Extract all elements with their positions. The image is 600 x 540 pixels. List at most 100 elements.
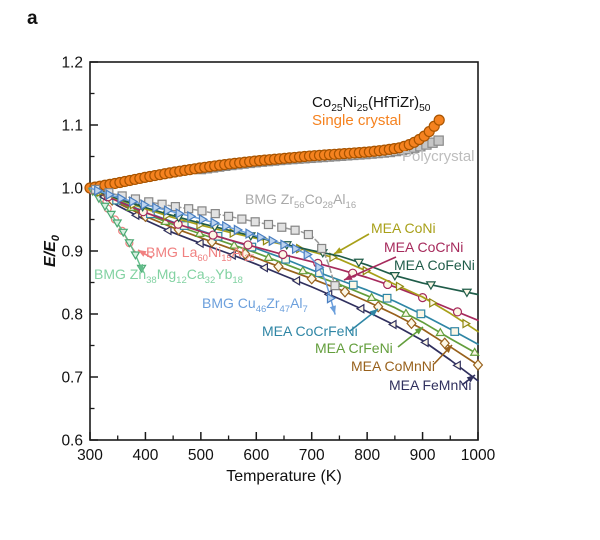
series-marker-mea-comnni xyxy=(439,337,450,350)
series-marker-bmg-zn xyxy=(112,219,123,228)
series-marker-mea-femnni xyxy=(291,275,301,286)
series-marker-bmg-zn xyxy=(106,210,117,220)
arrow-cocrni xyxy=(343,256,397,281)
series-marker-mea-cocrni xyxy=(278,249,288,260)
series-marker-bmg-cu xyxy=(257,231,267,243)
series-marker-bmg-cu xyxy=(222,220,232,232)
series-marker-bmg-zr xyxy=(223,211,234,221)
arrow-cocrfeni-head xyxy=(369,309,378,317)
series-marker-mea-cocrni xyxy=(452,307,463,317)
y-tick-label: 0.9 xyxy=(61,244,83,261)
x-tick-label: 300 xyxy=(77,447,103,464)
x-tick-label: 500 xyxy=(188,447,214,464)
series-marker-bmg-cu xyxy=(268,235,278,247)
series-marker-bmg-cu xyxy=(291,243,302,255)
series-marker-mea-femnni xyxy=(452,360,461,371)
series-marker-bmg-cu xyxy=(233,224,244,236)
series-marker-bmg-cu xyxy=(129,196,139,207)
series-marker-bmg-zn xyxy=(99,202,111,212)
arrow-la-head xyxy=(138,250,147,257)
series-marker-bmg-zn xyxy=(130,251,141,260)
series-marker-bmg-cu xyxy=(163,205,174,217)
series-marker-bmg-cu xyxy=(140,199,150,211)
series-marker-mea-crfeni xyxy=(297,265,308,275)
series-marker-mea-crfeni xyxy=(469,347,480,356)
series-marker-mea-femnni xyxy=(195,238,204,249)
series-marker-bmg-zn xyxy=(124,239,135,248)
series-marker-bmg-cu xyxy=(117,192,127,204)
series-marker-bmg-cu xyxy=(245,228,255,240)
series-marker-bmg-cu xyxy=(303,249,313,261)
series-marker-mea-comnni xyxy=(273,260,284,273)
series-marker-mea-comnni xyxy=(339,285,351,298)
series-end-arrow-bmg-zn xyxy=(137,263,144,273)
arrow-coni-head xyxy=(334,247,343,254)
series-marker-mea-comnni xyxy=(472,359,484,371)
series-marker-bmg-cu xyxy=(152,202,162,214)
y-tick-label: 0.6 xyxy=(61,433,83,450)
x-tick-label: 700 xyxy=(299,447,325,464)
series-marker-bmg-zn xyxy=(118,228,129,238)
series-marker-mea-comnni xyxy=(306,272,317,285)
series-marker-bmg-zr xyxy=(170,202,180,212)
series-marker-bmg-zr xyxy=(237,214,247,224)
y-tick-label: 1.0 xyxy=(61,181,83,198)
series-marker-mea-cocrfeni xyxy=(416,309,426,319)
arrow-femnni-head xyxy=(466,375,475,383)
series-marker-bmg-zr xyxy=(277,222,287,232)
y-tick-label: 0.8 xyxy=(61,307,83,324)
series-marker-bmg-cu xyxy=(187,210,197,222)
series-marker-mea-comnni xyxy=(239,247,251,260)
x-tick-label: 800 xyxy=(354,447,380,464)
series-marker-bmg-cu xyxy=(326,292,337,304)
series-marker-mea-cofeni xyxy=(389,272,401,281)
series-marker-mea-comnni xyxy=(373,300,384,313)
series-marker-bmg-cu xyxy=(315,261,325,273)
series-marker-bmg-cu xyxy=(210,217,220,229)
series-marker-bmg-zr xyxy=(184,204,194,214)
y-tick-label: 1.2 xyxy=(61,55,83,72)
x-tick-label: 600 xyxy=(243,447,269,464)
series-marker-mea-femnni xyxy=(420,337,429,348)
x-tick-label: 1000 xyxy=(461,447,496,464)
series-marker-bmg-zr xyxy=(197,206,207,216)
series-marker-single-crystal xyxy=(433,114,445,126)
series-marker-mea-comnni xyxy=(406,317,417,330)
series-marker-bmg-cu xyxy=(280,239,290,251)
series-line-bmg-cu xyxy=(89,187,336,315)
series-marker-mea-femnni xyxy=(355,303,365,314)
arrow-cocrni-head xyxy=(344,273,353,280)
x-tick-label: 900 xyxy=(410,447,436,464)
series-end-arrow-bmg-cu xyxy=(329,305,336,314)
series-marker-bmg-zr xyxy=(250,217,260,227)
series-marker-bmg-cu xyxy=(198,213,209,225)
series-marker-bmg-cu xyxy=(175,208,185,219)
series-marker-mea-crfeni xyxy=(229,240,240,249)
series-marker-mea-crfeni xyxy=(435,327,446,337)
series-marker-mea-crfeni xyxy=(263,252,274,262)
series-marker-bmg-zr xyxy=(290,225,300,235)
series-marker-bmg-cu xyxy=(94,185,104,197)
series-marker-mea-crfeni xyxy=(400,308,411,317)
series-marker-mea-coni xyxy=(462,318,471,329)
series-marker-bmg-cu xyxy=(105,189,115,201)
series-marker-mea-femnni xyxy=(227,249,236,261)
series-marker-mea-cocrfeni xyxy=(348,280,358,290)
series-marker-mea-femnni xyxy=(388,319,397,330)
series-marker-bmg-zr xyxy=(330,281,340,291)
series-marker-bmg-zr xyxy=(317,243,327,254)
series-marker-mea-cofeni xyxy=(353,258,365,268)
series-marker-mea-cocrni xyxy=(243,240,253,250)
x-tick-label: 400 xyxy=(132,447,158,464)
y-tick-label: 1.1 xyxy=(61,118,83,135)
series-marker-mea-femnni xyxy=(259,262,268,273)
series-marker-mea-cofeni xyxy=(461,288,473,298)
series-marker-mea-coni xyxy=(395,281,405,292)
arrow-comnni-head xyxy=(444,345,452,354)
series-marker-bmg-zr xyxy=(210,209,220,219)
series-marker-bmg-zr xyxy=(303,229,313,240)
series-marker-mea-cocrfeni xyxy=(450,327,460,336)
series-marker-mea-cocrfeni xyxy=(382,293,392,303)
